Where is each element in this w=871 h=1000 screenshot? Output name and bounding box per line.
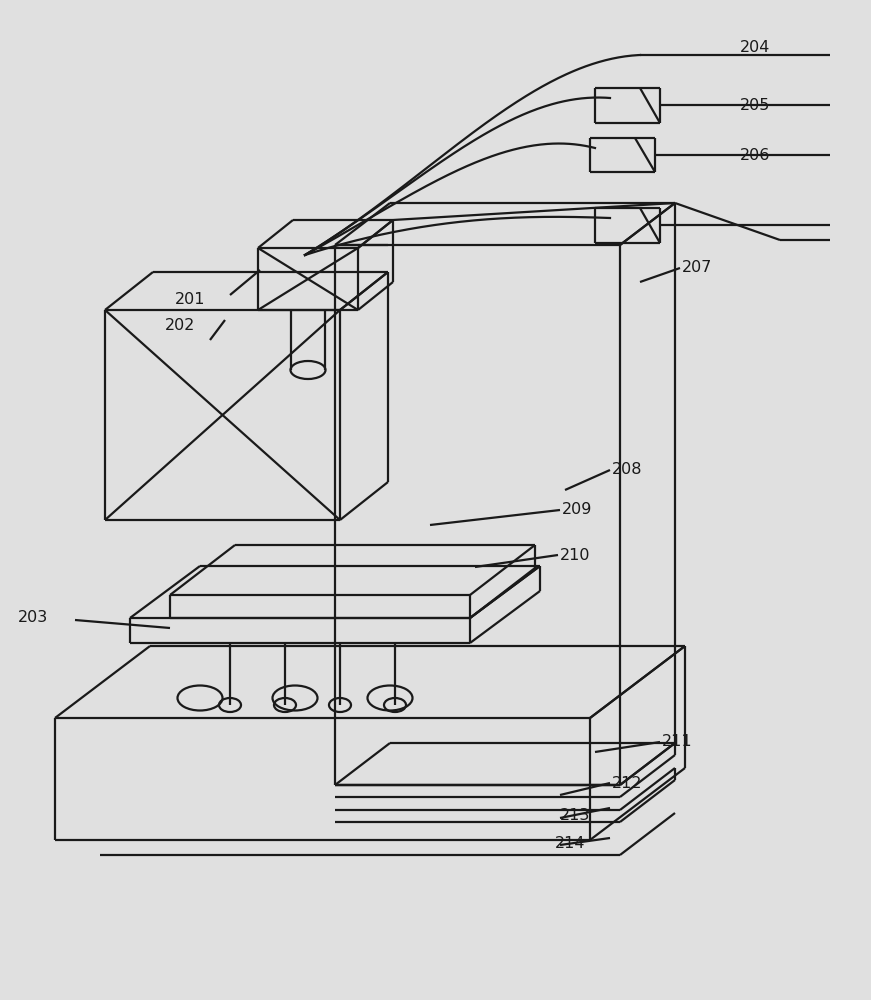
Text: 203: 203 (18, 610, 48, 626)
Text: 213: 213 (560, 808, 591, 822)
Text: 208: 208 (612, 462, 643, 478)
Text: 209: 209 (562, 502, 592, 518)
Text: 214: 214 (555, 836, 585, 850)
Text: 202: 202 (165, 318, 195, 332)
Text: 212: 212 (612, 776, 643, 790)
Text: 211: 211 (662, 734, 692, 750)
Text: 207: 207 (682, 260, 712, 275)
Text: 201: 201 (175, 292, 206, 308)
Text: 204: 204 (740, 40, 770, 55)
Text: 210: 210 (560, 548, 591, 562)
Text: 206: 206 (740, 147, 770, 162)
Text: 205: 205 (740, 99, 770, 113)
